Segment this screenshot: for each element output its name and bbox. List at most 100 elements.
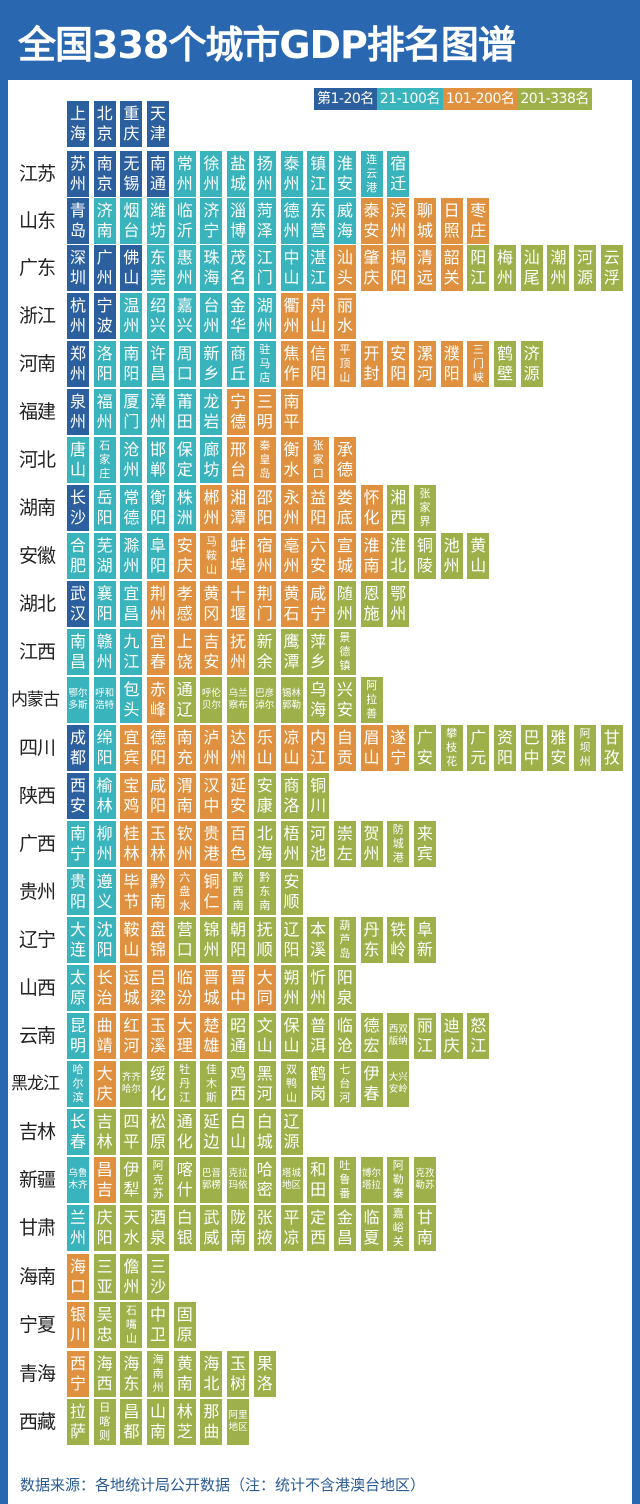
city-name: 淮安 (336, 154, 353, 193)
city-cell: 攀枝花 (440, 725, 463, 771)
city-cell: 柳州 (93, 821, 116, 867)
city-name: 东营 (310, 201, 327, 240)
city-cell: 保山 (280, 1013, 303, 1059)
province-label: 山东 (18, 210, 56, 232)
city-cell: 桂林 (120, 821, 143, 867)
city-cell: 大庆 (93, 1061, 116, 1107)
city-cell: 中卫 (147, 1302, 170, 1348)
city-cell: 博尔塔拉 (360, 1157, 383, 1203)
city-name: 锦州 (203, 920, 220, 959)
province-label (8, 101, 66, 147)
city-cell: 金昌 (333, 1205, 356, 1251)
city-name: 温州 (123, 296, 140, 335)
city-name: 哈尔滨 (72, 1063, 84, 1104)
city-name: 白城 (256, 1112, 273, 1151)
city-name: 济宁 (203, 201, 220, 240)
city-cell: 来宾 (413, 821, 436, 867)
city-cell: 定西 (307, 1205, 330, 1251)
city-name: 喀什 (176, 1160, 193, 1199)
city-name: 青岛 (69, 201, 86, 240)
city-name: 扬州 (256, 154, 273, 193)
province-label: 海南 (18, 1266, 56, 1288)
city-cell: 常州 (173, 151, 196, 197)
row-province: 福建 泉州 福州 厦门 漳州 莆田 龙岩 宁德 三明 南平 (0, 389, 640, 435)
city-name: 平凉 (283, 1208, 300, 1247)
city-name: 玉溪 (150, 1016, 167, 1055)
city-name: 枣庄 (470, 201, 487, 240)
city-cell: 日照 (440, 198, 463, 244)
city-cell: 秦皇岛 (253, 437, 276, 483)
city-cell: 铁岭 (387, 917, 410, 963)
city-cell: 昌都 (120, 1399, 143, 1445)
city-name: 包头 (123, 680, 140, 719)
city-cell: 株洲 (173, 485, 196, 531)
city-cell: 吐鲁番 (333, 1157, 356, 1203)
city-name: 恩施 (363, 584, 380, 623)
city-name: 阿勒泰 (392, 1159, 404, 1200)
province-label: 吉林 (18, 1121, 56, 1143)
city-cell: 牡丹江 (173, 1061, 196, 1107)
city-name: 河源 (577, 248, 594, 287)
city-name: 天津 (150, 104, 167, 143)
row-province: 山西 太原 长治 运城 吕梁 临汾 晋城 晋中 大同 朔州 忻州 阳泉 (0, 965, 640, 1011)
city-cell: 太原 (67, 965, 89, 1011)
row-province: 黑龙江 哈尔滨 大庆 齐齐哈尔 绥化 牡丹江 佳木斯 鸡西 黑河 双鸭山 鹤岗 七台河 伊春 大兴安岭 (0, 1061, 640, 1107)
province-label: 西藏 (18, 1411, 56, 1433)
city-cell: 深圳 (67, 245, 89, 291)
city-name: 达州 (230, 728, 247, 767)
city-cell: 萍乡 (307, 629, 330, 675)
city-name: 丽江 (416, 1016, 433, 1055)
city-cell: 怀化 (360, 485, 383, 531)
city-name: 宁波 (96, 296, 113, 335)
city-name: 保山 (283, 1016, 300, 1055)
city-name: 湘潭 (230, 488, 247, 527)
city-name: 威海 (336, 201, 353, 240)
city-cell: 锡林郭勒 (280, 677, 303, 723)
city-cell: 新乡 (200, 341, 223, 387)
city-cell: 三明 (253, 389, 276, 435)
city-cell: 遂宁 (387, 725, 410, 771)
city-name: 菏泽 (256, 201, 273, 240)
city-name: 甘南 (416, 1208, 433, 1247)
city-cell: 海东 (120, 1351, 143, 1397)
city-cell: 宣城 (333, 533, 356, 579)
city-name: 黄冈 (203, 584, 220, 623)
city-name: 三沙 (150, 1257, 167, 1296)
city-cell: 达州 (227, 725, 250, 771)
row-province: 内蒙古 鄂尔多斯 呼和浩特 包头 赤峰 通辽 呼伦贝尔 乌兰察布 巴彦淖尔 锡林郭勒 乌海 兴安 阿拉善 (0, 677, 640, 723)
city-cell: 烟台 (120, 198, 143, 244)
city-cell: 玉林 (147, 821, 170, 867)
city-name: 广元 (470, 728, 487, 767)
city-cell: 蚌埠 (227, 533, 250, 579)
city-name: 海西 (96, 1354, 113, 1393)
city-name: 信阳 (310, 344, 327, 383)
city-name: 揭阳 (390, 248, 407, 287)
city-name: 孝感 (176, 584, 193, 623)
city-cell: 黄冈 (200, 581, 223, 627)
city-cell: 惠州 (173, 245, 196, 291)
city-name: 大连 (69, 920, 86, 959)
city-cell: 承德 (333, 437, 356, 483)
city-name: 荆门 (256, 584, 273, 623)
city-cell: 商丘 (227, 341, 250, 387)
city-cell: 济南 (93, 198, 116, 244)
city-cell: 呼伦贝尔 (200, 677, 223, 723)
city-name: 衡阳 (150, 488, 167, 527)
city-cell: 洛阳 (93, 341, 116, 387)
city-name: 来宾 (416, 824, 433, 863)
city-name: 武汉 (69, 584, 86, 623)
city-name: 武威 (203, 1208, 220, 1247)
city-name: 西安 (69, 776, 86, 815)
city-name: 淮南 (363, 536, 380, 575)
city-name: 大庆 (96, 1064, 113, 1103)
city-name: 赤峰 (150, 680, 167, 719)
city-cell: 赣州 (93, 629, 116, 675)
city-name: 泉州 (69, 392, 86, 431)
city-cell: 杭州 (67, 293, 89, 339)
city-name: 张掖 (256, 1208, 273, 1247)
city-cell: 商洛 (280, 773, 303, 819)
city-name: 漳州 (150, 392, 167, 431)
city-cell: 朔州 (280, 965, 303, 1011)
city-cell: 辽源 (280, 1109, 303, 1155)
province-label: 云南 (18, 1025, 56, 1047)
